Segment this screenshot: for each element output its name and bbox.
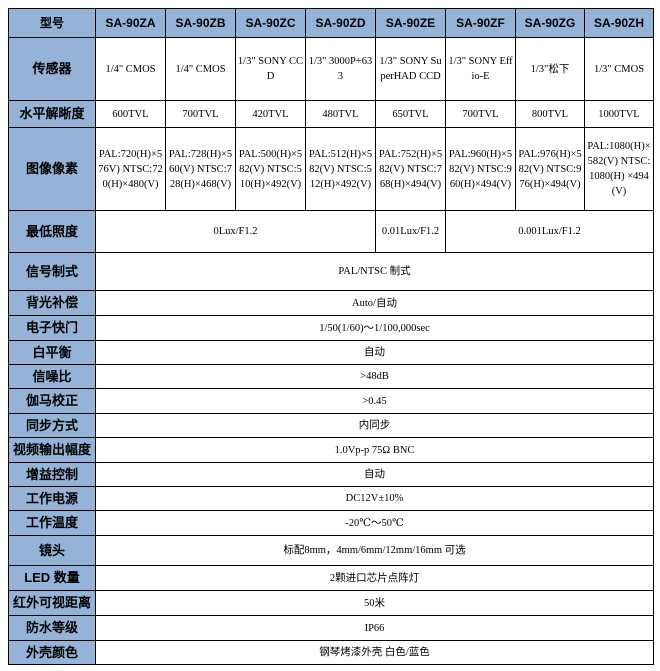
spec-row: 电子快门 1/50(1/60)～1/100,000sec [8,315,654,341]
lux-row: 最低照度 0Lux/F1.2 0.01Lux/F1.2 0.001Lux/F1.… [8,210,654,253]
model-cell: SA-90ZA [95,8,166,38]
resolution-cell: 700TVL [445,100,516,128]
spec-table: 型号 SA-90ZA SA-90ZB SA-90ZC SA-90ZD SA-90… [8,8,654,665]
row-label: 型号 [8,8,96,38]
resolution-cell: 650TVL [375,100,446,128]
sensor-cell: 1/3" SONY Effio-E [445,37,516,101]
lux-cell: 0.001Lux/F1.2 [445,210,654,253]
model-cell: SA-90ZB [165,8,236,38]
pixels-cell: PAL:500(H)×582(V) NTSC:510(H)×492(V) [235,127,306,211]
row-label: 红外可视距离 [8,590,96,616]
spec-value: 内同步 [95,413,654,438]
spec-value: -20℃～50℃ [95,510,654,536]
spec-row: LED 数量 2颗进口芯片点阵灯 [8,565,654,591]
spec-row: 同步方式 内同步 [8,413,654,438]
resolution-cell: 800TVL [515,100,585,128]
sensor-cell: 1/3" SONY CCD [235,37,306,101]
spec-value: >0.45 [95,388,654,414]
row-label: 传感器 [8,37,96,101]
spec-row: 背光补偿 Auto/自动 [8,290,654,316]
model-cell: SA-90ZC [235,8,306,38]
row-label: 镜头 [8,535,96,566]
row-label: 图像像素 [8,127,96,211]
row-label: 背光补偿 [8,290,96,316]
row-label: 工作电源 [8,486,96,511]
spec-value: 2颗进口芯片点阵灯 [95,565,654,591]
lux-cell: 0Lux/F1.2 [95,210,376,253]
spec-value: DC12V±10% [95,486,654,511]
model-cell: SA-90ZE [375,8,446,38]
sensor-cell: 1/3"松下 [515,37,585,101]
sensor-cell: 1/3" SONY SuperHAD CCD [375,37,446,101]
pixels-cell: PAL:752(H)×582(V) NTSC:768(H)×494(V) [375,127,446,211]
pixels-cell: PAL:720(H)×576V) NTSC:720(H)×480(V) [95,127,166,211]
resolution-cell: 1000TVL [584,100,654,128]
spec-row: 红外可视距离 50米 [8,590,654,616]
spec-row: 增益控制 自动 [8,462,654,487]
pixels-cell: PAL:1080(H)×582(V) NTSC:1080(H) ×494(V) [584,127,654,211]
spec-rows: 信号制式 PAL/NTSC 制式 背光补偿 Auto/自动 电子快门 1/50(1/60)… [8,252,654,665]
spec-value: 自动 [95,462,654,487]
resolution-row: 水平解晰度 600TVL 700TVL 420TVL 480TVL 650TVL… [8,100,654,128]
row-label: 电子快门 [8,315,96,341]
row-label: 防水等级 [8,615,96,641]
spec-value: PAL/NTSC 制式 [95,252,654,291]
lux-cell: 0.01Lux/F1.2 [375,210,446,253]
pixels-row: 图像像素 PAL:720(H)×576V) NTSC:720(H)×480(V)… [8,127,654,211]
spec-row: 防水等级 IP66 [8,615,654,641]
spec-value: Auto/自动 [95,290,654,316]
sensor-cell: 1/3" 3000P+633 [305,37,376,101]
row-label: 最低照度 [8,210,96,253]
row-label: 外壳颜色 [8,640,96,665]
row-label: LED 数量 [8,565,96,591]
resolution-cell: 480TVL [305,100,376,128]
row-label: 信噪比 [8,364,96,389]
row-label: 伽马校正 [8,388,96,414]
model-cell: SA-90ZG [515,8,585,38]
spec-row: 白平衡 自动 [8,340,654,365]
model-cell: SA-90ZH [584,8,654,38]
pixels-cell: PAL:512(H)×582(V) NTSC:512(H)×492(V) [305,127,376,211]
spec-value: 1.0Vp-p 75Ω BNC [95,437,654,463]
row-label: 增益控制 [8,462,96,487]
spec-row: 信号制式 PAL/NTSC 制式 [8,252,654,291]
row-label: 同步方式 [8,413,96,438]
sensor-cell: 1/3" CMOS [584,37,654,101]
resolution-cell: 600TVL [95,100,166,128]
model-cell: SA-90ZF [445,8,516,38]
pixels-cell: PAL:960(H)×582(V) NTSC:960(H)×494(V) [445,127,516,211]
spec-value: 标配8mm，4mm/6mm/12mm/16mm 可选 [95,535,654,566]
spec-row: 工作电源 DC12V±10% [8,486,654,511]
spec-value: 1/50(1/60)～1/100,000sec [95,315,654,341]
pixels-cell: PAL:728(H)×560(V) NTSC:728(H)×468(V) [165,127,236,211]
spec-row: 伽马校正 >0.45 [8,388,654,414]
spec-value: 50米 [95,590,654,616]
spec-row: 外壳颜色 钢琴烤漆外壳 白色/蓝色 [8,640,654,665]
spec-value: IP66 [95,615,654,641]
model-row: 型号 SA-90ZA SA-90ZB SA-90ZC SA-90ZD SA-90… [8,8,654,38]
sensor-cell: 1/4" CMOS [95,37,166,101]
sensor-cell: 1/4" CMOS [165,37,236,101]
spec-row: 视频输出幅度 1.0Vp-p 75Ω BNC [8,437,654,463]
row-label: 视频输出幅度 [8,437,96,463]
resolution-cell: 420TVL [235,100,306,128]
pixels-cell: PAL:976(H)×582(V) NTSC:976(H)×494(V) [515,127,585,211]
row-label: 白平衡 [8,340,96,365]
row-label: 信号制式 [8,252,96,291]
spec-value: >48dB [95,364,654,389]
spec-row: 工作温度 -20℃～50℃ [8,510,654,536]
spec-value: 钢琴烤漆外壳 白色/蓝色 [95,640,654,665]
sensor-row: 传感器 1/4" CMOS 1/4" CMOS 1/3" SONY CCD 1/… [8,37,654,101]
spec-value: 自动 [95,340,654,365]
model-cell: SA-90ZD [305,8,376,38]
row-label: 水平解晰度 [8,100,96,128]
spec-row: 信噪比 >48dB [8,364,654,389]
spec-row: 镜头 标配8mm，4mm/6mm/12mm/16mm 可选 [8,535,654,566]
resolution-cell: 700TVL [165,100,236,128]
row-label: 工作温度 [8,510,96,536]
